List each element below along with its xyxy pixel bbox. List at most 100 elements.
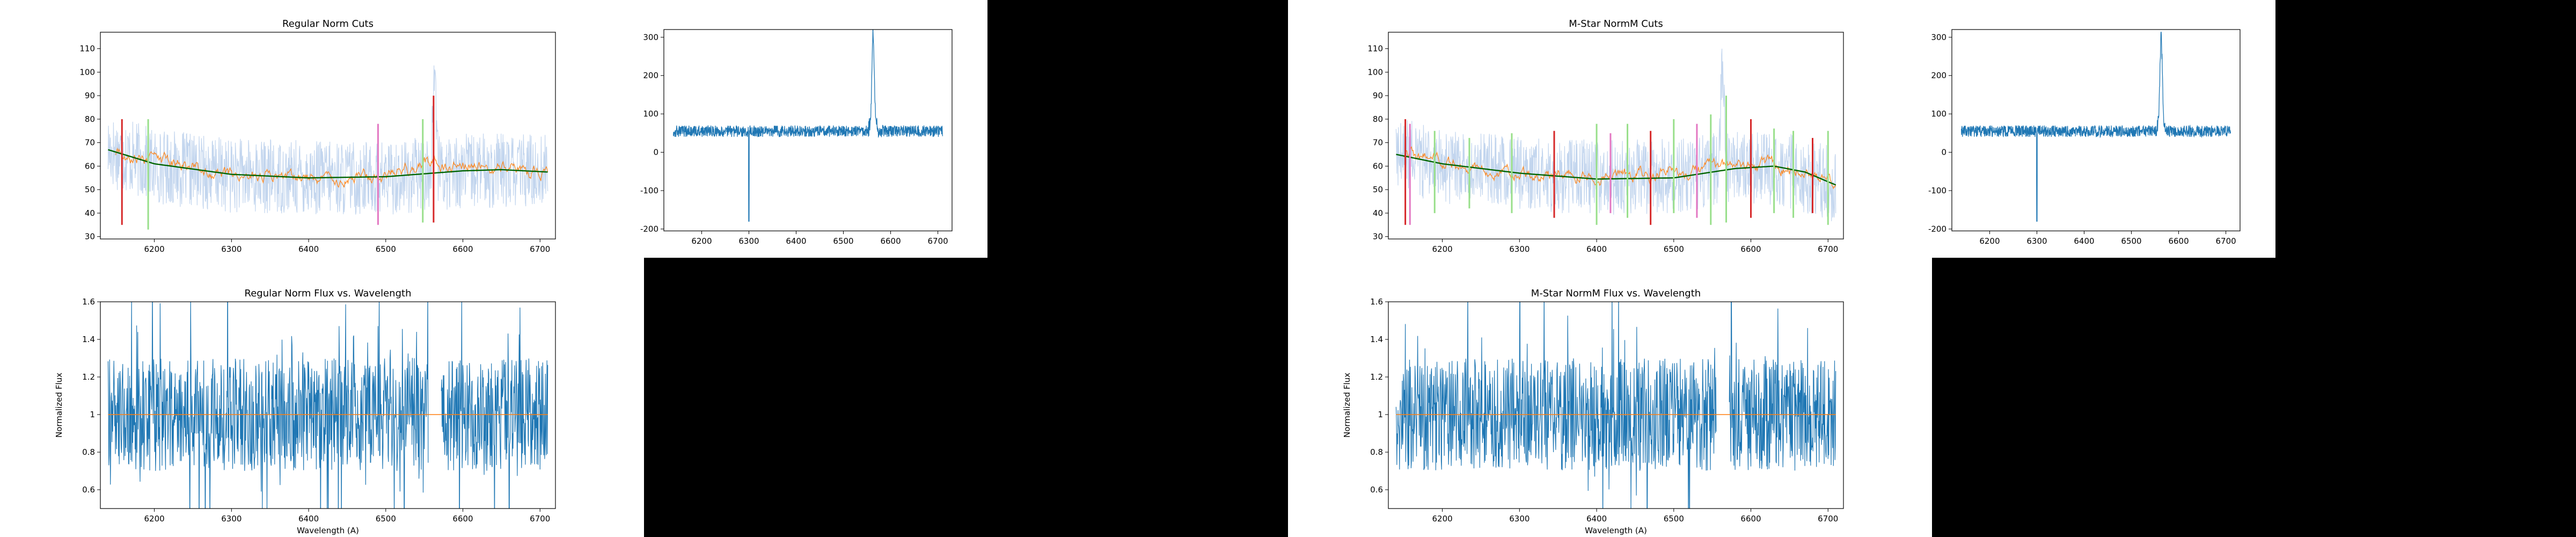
y-tick-label: 1.2 [82, 372, 95, 382]
y-axis-label: Normalized Flux [1342, 373, 1352, 438]
y-tick-label: -200 [640, 224, 658, 234]
series-spectrum [672, 30, 943, 222]
x-tick-label: 6300 [1509, 514, 1529, 524]
x-tick-label: 6300 [221, 514, 241, 524]
x-axis-label: Wavelength (A) [1585, 526, 1647, 535]
x-tick-label: 6200 [1432, 514, 1453, 524]
blank-panel-bottom-2 [1932, 258, 2576, 537]
series-normalized-segment [1395, 302, 1717, 509]
x-tick-label: 6500 [2121, 236, 2141, 246]
x-tick-label: 6200 [1432, 244, 1453, 254]
axes-frame [1951, 29, 2241, 231]
y-tick-label: -200 [1928, 224, 1946, 234]
series-raw-noisy [1395, 48, 1836, 221]
plot-area [1395, 302, 1836, 509]
y-tick-label: 100 [643, 109, 658, 119]
y-tick-label: 1.4 [1370, 335, 1383, 344]
y-tick-label: 100 [1367, 67, 1383, 77]
chart-title: M-Star NormM Cuts [1569, 18, 1663, 30]
x-tick-label: 6700 [1818, 244, 1838, 254]
axes-frame [100, 32, 556, 240]
axes-frame [1388, 301, 1844, 509]
x-tick-label: 6300 [2026, 236, 2047, 246]
x-tick-label: 6200 [1979, 236, 2000, 246]
x-tick-label: 6500 [1664, 514, 1684, 524]
series-spectrum [1960, 31, 2231, 222]
y-tick-label: 80 [1373, 114, 1383, 124]
y-tick-label: 1 [1378, 410, 1383, 419]
x-tick-label: 6700 [530, 244, 550, 254]
x-tick-label: 6200 [144, 244, 165, 254]
x-tick-label: 6400 [1586, 514, 1607, 524]
chart-regular-cuts: 6200 6300 6400 6500 6600 6700 30 40 50 60 70 80 90 10… [79, 18, 556, 254]
y-tick-label: 1.4 [82, 335, 95, 344]
y-tick-label: 0.8 [82, 447, 95, 457]
x-tick-label: 6600 [1740, 514, 1761, 524]
y-tick-label: 50 [85, 185, 95, 194]
series-smoothed [1403, 146, 1836, 190]
y-tick-label: -100 [640, 186, 658, 195]
x-tick-label: 6400 [786, 236, 806, 246]
axes-frame [100, 301, 556, 509]
x-tick-label: 6500 [376, 244, 396, 254]
chart-mstar-norm: 6200 6300 6400 6500 6600 6700 0.6 0.8 1 1.2 1.4 1.6… [1342, 288, 1844, 535]
blank-panel-bottom-1 [644, 258, 1288, 537]
chart-title: Regular Norm Flux vs. Wavelength [245, 288, 412, 299]
x-tick-label: 6300 [738, 236, 759, 246]
x-tick-label: 6700 [530, 514, 550, 524]
plot-area [1960, 31, 2231, 222]
y-tick-label: 200 [643, 71, 658, 81]
y-tick-label: -100 [1928, 186, 1946, 195]
x-tick-label: 6500 [376, 514, 396, 524]
axes-frame [663, 29, 953, 231]
y-tick-label: 110 [1367, 44, 1383, 54]
x-tick-label: 6300 [1509, 244, 1529, 254]
y-tick-label: 0.8 [1370, 447, 1383, 457]
y-tick-label: 80 [85, 114, 95, 124]
y-tick-label: 60 [1373, 161, 1383, 171]
x-tick-label: 6200 [691, 236, 712, 246]
y-axis-label: Normalized Flux [54, 373, 64, 438]
y-tick-label: 70 [85, 138, 95, 148]
y-tick-label: 40 [85, 208, 95, 218]
axes-frame [1388, 32, 1844, 240]
x-tick-label: 6500 [833, 236, 853, 246]
x-tick-label: 6400 [2074, 236, 2094, 246]
x-tick-label: 6600 [2168, 236, 2189, 246]
y-tick-label: 90 [1373, 91, 1383, 100]
y-tick-label: 0.6 [82, 485, 95, 495]
series-raw-noisy [107, 65, 548, 215]
y-tick-label: 1.6 [82, 297, 95, 307]
y-tick-label: 100 [1931, 109, 1946, 119]
y-tick-label: 0.6 [1370, 485, 1383, 495]
y-tick-label: 40 [1373, 208, 1383, 218]
y-tick-label: 1.6 [1370, 297, 1383, 307]
series-normalized-segment [1729, 302, 1836, 471]
series-smoothed [115, 147, 548, 188]
plot-area [107, 65, 548, 230]
chart-title: M-Star NormM Flux vs. Wavelength [1531, 288, 1701, 299]
x-tick-label: 6700 [927, 236, 948, 246]
y-tick-label: 90 [85, 91, 95, 100]
y-tick-label: 0 [653, 148, 658, 157]
x-tick-label: 6400 [298, 514, 319, 524]
chart-regular-raw: 6200 6300 6400 6500 6600 6700 -200 -100 0 100 200 3… [640, 29, 953, 246]
y-tick-label: 1.2 [1370, 372, 1383, 382]
y-tick-label: 60 [85, 161, 95, 171]
x-tick-label: 6200 [144, 514, 165, 524]
y-tick-label: 300 [643, 32, 658, 42]
blank-panel-top-1 [987, 0, 1288, 258]
y-tick-label: 110 [79, 44, 95, 54]
x-tick-label: 6400 [298, 244, 319, 254]
chart-title: Regular Norm Cuts [282, 18, 374, 30]
x-tick-label: 6600 [1740, 244, 1761, 254]
plot-area [107, 302, 548, 509]
y-tick-label: 0 [1941, 148, 1946, 157]
chart-mstar-cuts: 6200 6300 6400 6500 6600 6700 30 40 50 60 70 80 90 10… [1367, 18, 1844, 254]
y-tick-label: 200 [1931, 71, 1946, 81]
x-tick-label: 6500 [1664, 244, 1684, 254]
series-fit [108, 149, 548, 179]
x-tick-label: 6700 [1818, 514, 1838, 524]
x-tick-label: 6600 [880, 236, 901, 246]
